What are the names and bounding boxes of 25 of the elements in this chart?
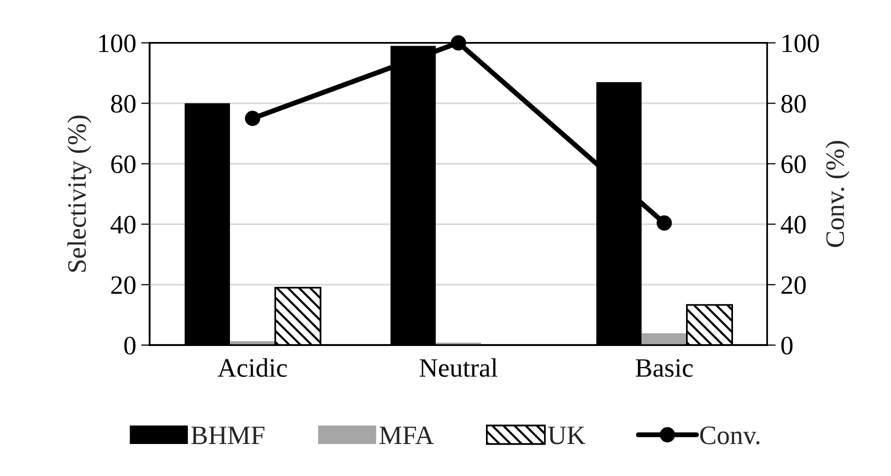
bar — [642, 333, 687, 346]
y-axis-title: Selectivity (%) — [67, 116, 92, 272]
y-tick-label: 100 — [99, 34, 136, 52]
y2-tick-label: 100 — [782, 34, 819, 52]
y-tick-label: 20 — [111, 276, 136, 294]
legend-label: MFA — [380, 426, 434, 444]
x-tick-label: Neutral — [420, 358, 498, 377]
point — [450, 35, 466, 50]
x-tick-label: Acidic — [218, 358, 287, 377]
x-tick-label: Basic — [636, 359, 693, 377]
y-tick-label: 60 — [111, 155, 136, 174]
y2-tick-label: 60 — [781, 155, 806, 174]
y-tick-label: 0 — [124, 336, 136, 355]
point — [244, 110, 260, 126]
point — [656, 215, 672, 231]
legend-label: Conv. — [700, 426, 760, 444]
y-tick-label: 80 — [111, 94, 136, 113]
y2-tick-label: 40 — [780, 216, 806, 234]
y2-tick-label: 20 — [782, 276, 806, 294]
y-tick-label: 40 — [110, 216, 136, 234]
y2-axis-title: Conv. (%) — [825, 141, 850, 247]
y2-tick-label: 0 — [781, 336, 793, 355]
legend-label: BHMF — [191, 426, 264, 444]
y2-tick-label: 80 — [781, 94, 806, 113]
legend-label: UK — [548, 426, 586, 444]
